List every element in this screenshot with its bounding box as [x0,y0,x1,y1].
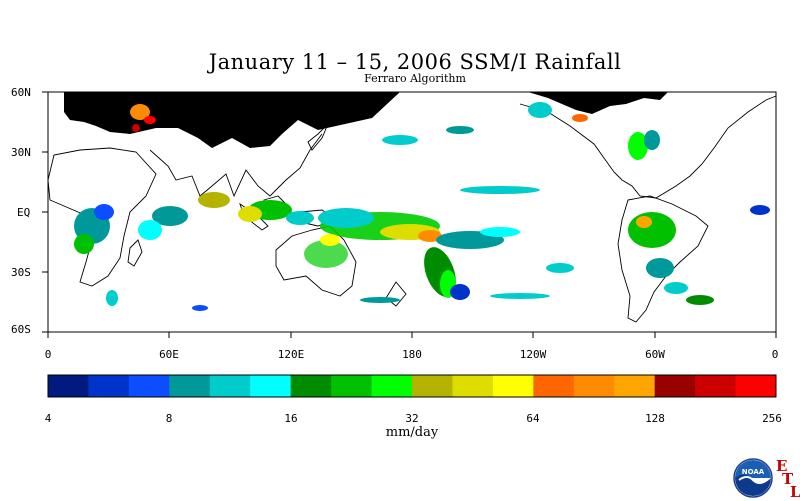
lon-label: 60W [645,348,665,361]
etl-letter: T [782,470,794,488]
noaa-logo: NOAA [733,458,773,498]
colorbar-swatch [412,375,453,397]
lon-label: 60E [159,348,179,361]
lat-label: 30S [11,266,31,279]
colorbar-swatch [371,375,413,397]
colorbar-swatch [48,375,89,397]
lat-ticks [42,91,48,333]
lat-label: 30N [11,146,31,159]
lat-label: EQ [17,206,31,219]
coast-africa [47,147,157,287]
colorbar-swatch [492,375,534,397]
etl-letter: L [790,483,800,501]
colorbar-frame [47,374,777,398]
noaa-logo-text: NOAA [742,468,765,476]
colorbar-tick-label: 128 [645,412,665,425]
coast-madagascar [127,239,143,267]
colorbar-swatch [169,375,211,397]
colorbar-swatch [452,375,494,397]
lon-label: 120W [519,348,547,361]
colorbar-swatch [654,375,696,397]
coast-north-america [519,95,777,199]
lon-label: 0 [44,348,52,361]
colorbar-swatch [250,375,292,397]
colorbar-tick-label: 16 [284,412,298,425]
lon-label: 0 [771,348,779,361]
colorbar-tick-label: 64 [526,412,540,425]
lon-label: 120E [277,348,305,361]
lon-ticks [47,332,777,338]
colorbar-swatch [290,375,332,397]
map-title: January 11 – 15, 2006 SSM/I Rainfall [208,50,622,74]
lat-label: 60S [11,323,31,336]
snow-mask [64,92,668,148]
coast-south-america [617,195,709,323]
colorbar-swatch [88,375,130,397]
colorbar-tick-label: 4 [44,412,52,425]
lat-label: 60N [11,86,31,99]
rainfall-fields [74,102,770,311]
coast-australia [275,225,357,297]
colorbar-swatch [331,375,373,397]
colorbar-units: mm/day [385,425,439,440]
coastlines [47,95,777,323]
colorbar-swatch [695,375,737,397]
colorbar-swatch [209,375,251,397]
coast-japan [307,123,329,151]
colorbar-swatch [573,375,615,397]
lon-label: 180 [402,348,422,361]
colorbar-swatch [614,375,656,397]
etl-letter: E [776,457,788,475]
coast-asia-south [149,133,323,198]
colorbar-tick-label: 32 [405,412,419,425]
colorbar-swatch [128,375,170,397]
colorbar [48,375,777,397]
colorbar-swatch [533,375,575,397]
colorbar-tick-label: 8 [165,412,173,425]
colorbar-tick-label: 256 [762,412,782,425]
coast-new-zealand [385,281,407,307]
map-subtitle: Ferraro Algorithm [364,72,466,85]
colorbar-swatch [735,375,777,397]
